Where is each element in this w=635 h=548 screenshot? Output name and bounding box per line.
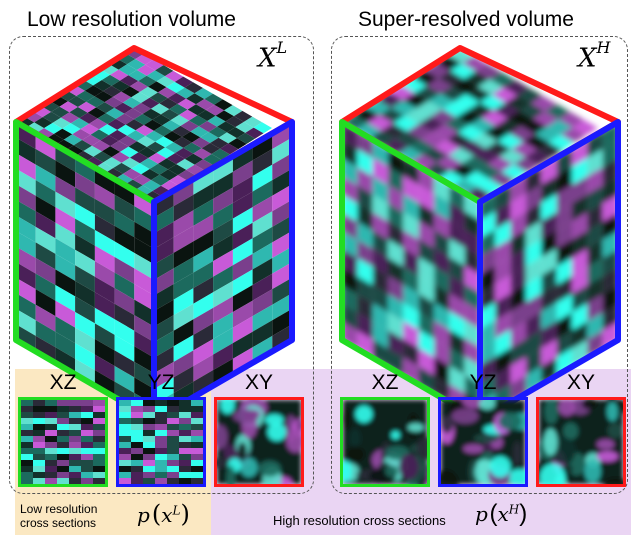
high-yz-tile [438, 397, 528, 487]
low-xz-tile [18, 397, 108, 487]
low-top-face-texture [16, 48, 272, 202]
low-xz-image [21, 400, 105, 484]
low-xy-label: XY [244, 371, 273, 394]
low-res-caption: Low resolution cross sections [20, 502, 98, 530]
super-res-group-box [331, 36, 628, 494]
low-res-title: Low resolution volume [27, 8, 236, 31]
high-xy-label: XY [566, 371, 595, 394]
high-xz-label: XZ [371, 371, 399, 394]
high-xz-image [343, 400, 427, 484]
high-yz-label: YZ [469, 371, 497, 394]
high-right-face-edge [477, 119, 621, 423]
super-res-title: Super-resolved volume [358, 8, 574, 31]
high-left-face-texture [342, 122, 480, 420]
low-right-face-edge [151, 119, 295, 423]
low-xy-tile [214, 397, 304, 487]
high-right-face-texture [480, 122, 618, 420]
low-xz-label: XZ [49, 371, 77, 394]
high-xy-image [539, 400, 623, 484]
high-yz-image [441, 400, 525, 484]
low-yz-image [119, 400, 203, 484]
high-res-caption: High resolution cross sections [273, 513, 446, 528]
low-left-face-texture [16, 122, 154, 420]
low-xy-image [217, 400, 301, 484]
super-res-volume-label: XH [578, 38, 611, 74]
low-res-group-box [9, 36, 314, 494]
low-res-volume-label: XL [258, 38, 288, 74]
low-yz-tile [116, 397, 206, 487]
low-res-caption-math: p (xL) [137, 500, 190, 528]
high-xy-tile [536, 397, 626, 487]
low-yz-label: YZ [147, 371, 175, 394]
low-right-face-texture [154, 122, 292, 420]
high-xz-tile [340, 397, 430, 487]
high-res-caption-math: p (xH) [475, 500, 528, 527]
